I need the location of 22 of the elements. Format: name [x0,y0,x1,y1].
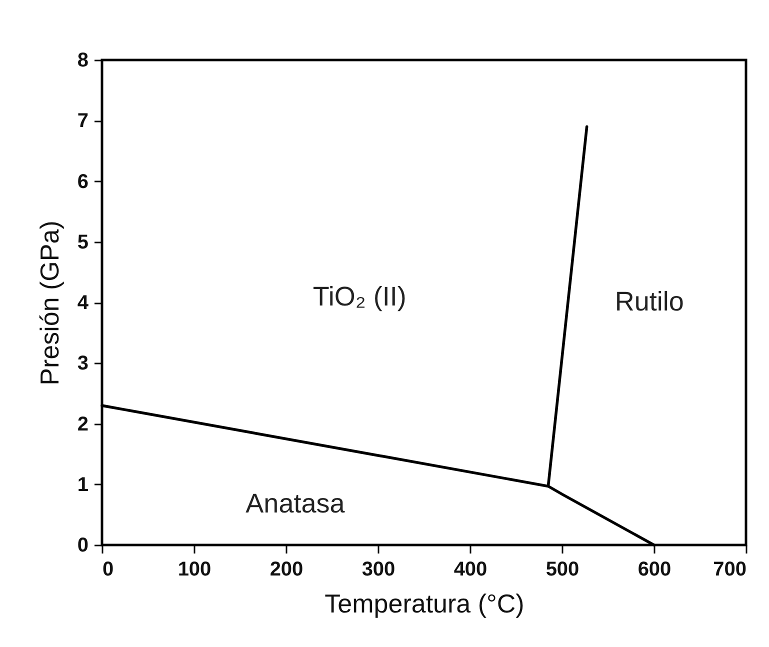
y-tick-label: 6 [77,170,88,193]
x-tick-label: 500 [546,558,580,580]
y-tick-label: 8 [77,50,88,72]
y-tick-label: 5 [77,231,88,254]
y-tick-label: 7 [77,110,88,132]
y-tick-label: 2 [77,413,88,436]
x-tick-label: 100 [178,558,212,580]
x-tick-label: 300 [362,558,396,580]
annotation: Rutilo [614,286,684,316]
x-tick-label: 700 [713,558,746,580]
x-tick-label: 200 [270,558,304,580]
y-tick-label: 4 [77,292,90,314]
y-tick-label: 1 [77,474,88,496]
y-tick-label: 3 [77,352,88,375]
annotation: Anatasa [246,488,346,519]
y-axis-title: Presión (GPa) [34,220,64,386]
y-tick-label: 0 [77,534,88,556]
x-tick-label: 0 [102,558,114,580]
x-tick-label: 400 [454,558,488,580]
x-axis-title: Temperatura (°C) [324,588,524,618]
annotation: TiO₂ (II) [312,282,406,312]
x-tick-label: 600 [638,558,672,580]
